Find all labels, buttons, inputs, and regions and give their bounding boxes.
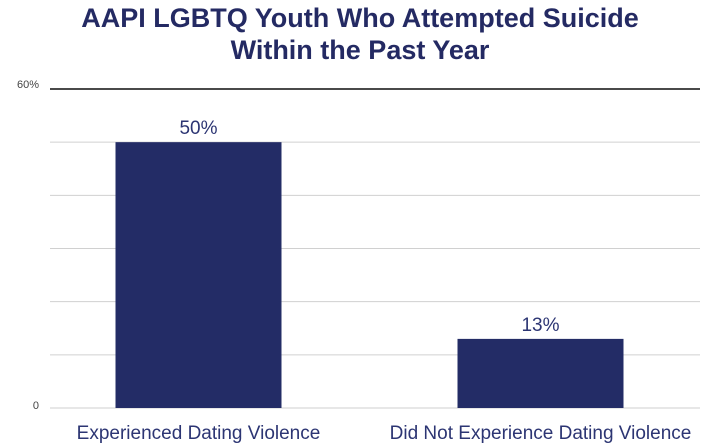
title-line-2: Within the Past Year	[230, 35, 490, 65]
data-label: 13%	[521, 315, 559, 336]
bar	[457, 338, 624, 408]
y-tick-label-zero: 0	[33, 400, 39, 412]
data-label: 50%	[179, 118, 217, 139]
y-tick-label-max: 60%	[17, 79, 39, 91]
title-line-1: AAPI LGBTQ Youth Who Attempted Suicide	[81, 3, 639, 33]
chart-title: AAPI LGBTQ Youth Who Attempted Suicide W…	[0, 2, 720, 66]
x-category-label: Did Not Experience Dating Violence	[390, 423, 692, 444]
x-category-label: Experienced Dating Violence	[77, 423, 321, 444]
bar	[115, 142, 282, 408]
